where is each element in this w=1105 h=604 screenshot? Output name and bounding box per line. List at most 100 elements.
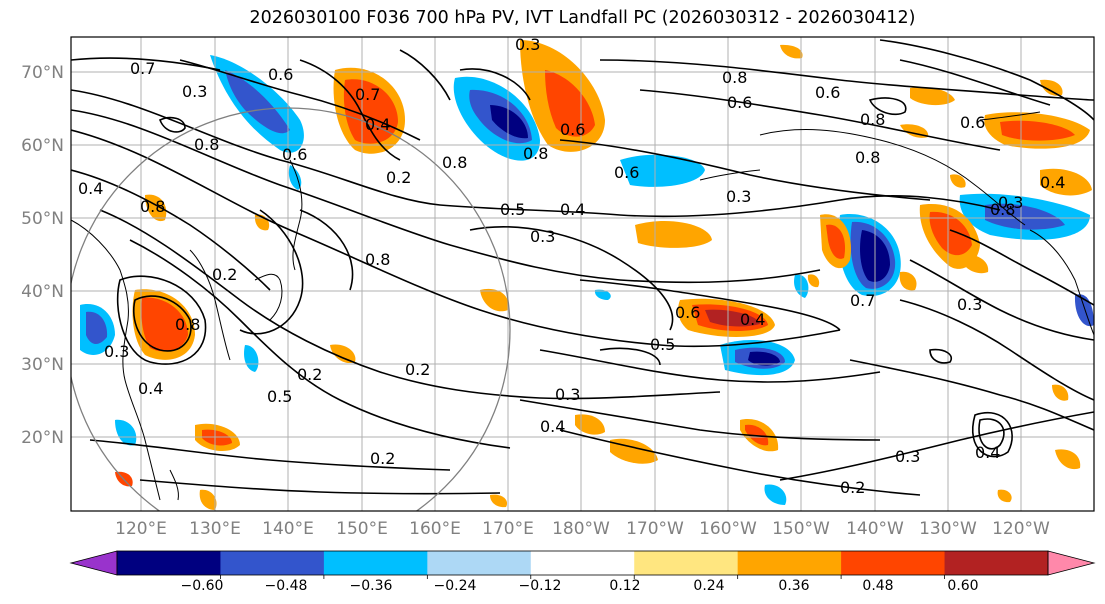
contour-label: 0.7	[355, 85, 380, 104]
lat-label: 60°N	[21, 136, 64, 156]
lat-lon-grid	[71, 37, 1094, 511]
contour-label: 0.2	[840, 478, 865, 497]
contour-label: 0.4	[560, 200, 585, 219]
contour-label: 0.2	[370, 449, 395, 468]
colorbar-segment	[220, 551, 325, 575]
contour-label: 0.8	[855, 148, 880, 167]
contour-label: 0.8	[442, 153, 467, 172]
lat-label: 30°N	[21, 355, 64, 375]
contour-label: 0.3	[998, 193, 1023, 212]
colorbar-segment	[737, 551, 842, 575]
contour-label: 0.4	[78, 179, 103, 198]
colorbar-tick-label: 0.60	[947, 578, 978, 594]
contour-label: 0.4	[975, 443, 1000, 462]
contour-label: 0.8	[722, 68, 747, 87]
map-content: 0.7 0.3 0.6 0.8 0.4 0.6 0.7 0.8 0.2 0.4 …	[71, 35, 1094, 511]
latitude-labels: 70°N 60°N 50°N 40°N 30°N 20°N	[21, 63, 64, 448]
colorbar	[69, 550, 1096, 579]
lon-label: 120°E	[115, 519, 167, 539]
longitude-labels: 120°E 130°E 140°E 150°E 160°E 170°E 180°…	[115, 519, 1050, 539]
colorbar-segment	[841, 551, 946, 575]
colorbar-tick-label: −0.36	[350, 578, 393, 594]
colorbar-tick-label: −0.12	[519, 578, 562, 594]
figure-title: 2026030100 F036 700 hPa PV, IVT Landfall…	[249, 8, 916, 28]
colorbar-segment	[427, 551, 532, 575]
pv-contours	[71, 39, 1094, 496]
contour-label: 0.3	[515, 35, 540, 54]
lon-label: 180°W	[552, 519, 610, 539]
colorbar-ticks: −0.60 −0.48 −0.36 −0.24 −0.12 0.12 0.24 …	[181, 578, 979, 594]
contour-label: 0.6	[614, 163, 639, 182]
contour-label: 0.6	[560, 120, 585, 139]
contour-label: 0.2	[386, 168, 411, 187]
contour-label: 0.8	[523, 144, 548, 163]
lat-label: 40°N	[21, 282, 64, 302]
contour-label: 0.6	[675, 303, 700, 322]
lat-label: 70°N	[21, 63, 64, 83]
colorbar-tick-label: −0.60	[181, 578, 224, 594]
contour-label: 0.2	[297, 365, 322, 384]
contour-label: 0.8	[175, 315, 200, 334]
coastlines	[71, 111, 1094, 501]
contour-label: 0.6	[282, 145, 307, 164]
colorbar-segment	[944, 551, 1049, 575]
colorbar-segment	[323, 551, 428, 575]
colorbar-segment	[117, 551, 221, 575]
lat-label: 20°N	[21, 428, 64, 448]
colorbar-tick-label: −0.24	[434, 578, 477, 594]
lon-label: 150°E	[336, 519, 388, 539]
contour-label: 0.4	[138, 379, 163, 398]
colorbar-segment	[634, 551, 739, 575]
contour-label: 0.4	[540, 417, 565, 436]
lon-label: 170°E	[482, 519, 534, 539]
contour-labels: 0.7 0.3 0.6 0.8 0.4 0.6 0.7 0.8 0.2 0.4 …	[78, 35, 1065, 497]
contour-label: 0.3	[957, 295, 982, 314]
contour-label: 0.5	[650, 335, 675, 354]
colorbar-min-extension	[69, 550, 118, 576]
colorbar-tick-label: 0.48	[862, 578, 893, 594]
contour-label: 0.8	[140, 197, 165, 216]
contour-label: 0.5	[267, 387, 292, 406]
distance-circle	[71, 107, 511, 511]
contour-label: 0.3	[895, 447, 920, 466]
contour-label: 0.6	[815, 83, 840, 102]
colorbar-frame	[116, 550, 1049, 576]
contour-label: 0.4	[740, 310, 765, 329]
contour-label: 0.3	[182, 82, 207, 101]
lon-label: 120°W	[992, 519, 1050, 539]
contour-label: 0.8	[990, 200, 1015, 219]
contour-label: 0.4	[1040, 173, 1065, 192]
contour-label: 0.3	[726, 187, 751, 206]
contour-label: 0.8	[365, 250, 390, 269]
contour-label: 0.3	[104, 342, 129, 361]
lon-label: 140°W	[846, 519, 904, 539]
contour-label: 0.8	[860, 110, 885, 129]
contour-label: 0.6	[268, 65, 293, 84]
map-frame	[70, 36, 1095, 512]
contour-label: 0.5	[500, 200, 525, 219]
contour-label: 0.6	[727, 93, 752, 112]
lon-label: 150°W	[772, 519, 830, 539]
colorbar-tick-label: 0.24	[693, 578, 724, 594]
contour-label: 0.4	[365, 115, 390, 134]
lat-label: 50°N	[21, 209, 64, 229]
colorbar-tick-label: −0.48	[265, 578, 308, 594]
contour-label: 0.7	[130, 59, 155, 78]
negative-anomaly-shading	[80, 55, 1094, 505]
colorbar-tick-label: 0.12	[609, 578, 640, 594]
lon-label: 140°E	[262, 519, 314, 539]
contour-label: 0.6	[960, 113, 985, 132]
contour-label: 0.8	[194, 135, 219, 154]
contour-label: 0.3	[555, 385, 580, 404]
contour-label: 0.2	[405, 360, 430, 379]
lon-label: 130°E	[189, 519, 241, 539]
contour-label: 0.7	[850, 291, 875, 310]
colorbar-tick-label: 0.36	[778, 578, 809, 594]
colorbar-max-extension	[1047, 550, 1096, 576]
contour-label: 0.2	[212, 265, 237, 284]
lon-label: 160°W	[699, 519, 757, 539]
colorbar-segment	[530, 551, 635, 575]
contour-label: 0.3	[530, 227, 555, 246]
lon-label: 130°W	[919, 519, 977, 539]
